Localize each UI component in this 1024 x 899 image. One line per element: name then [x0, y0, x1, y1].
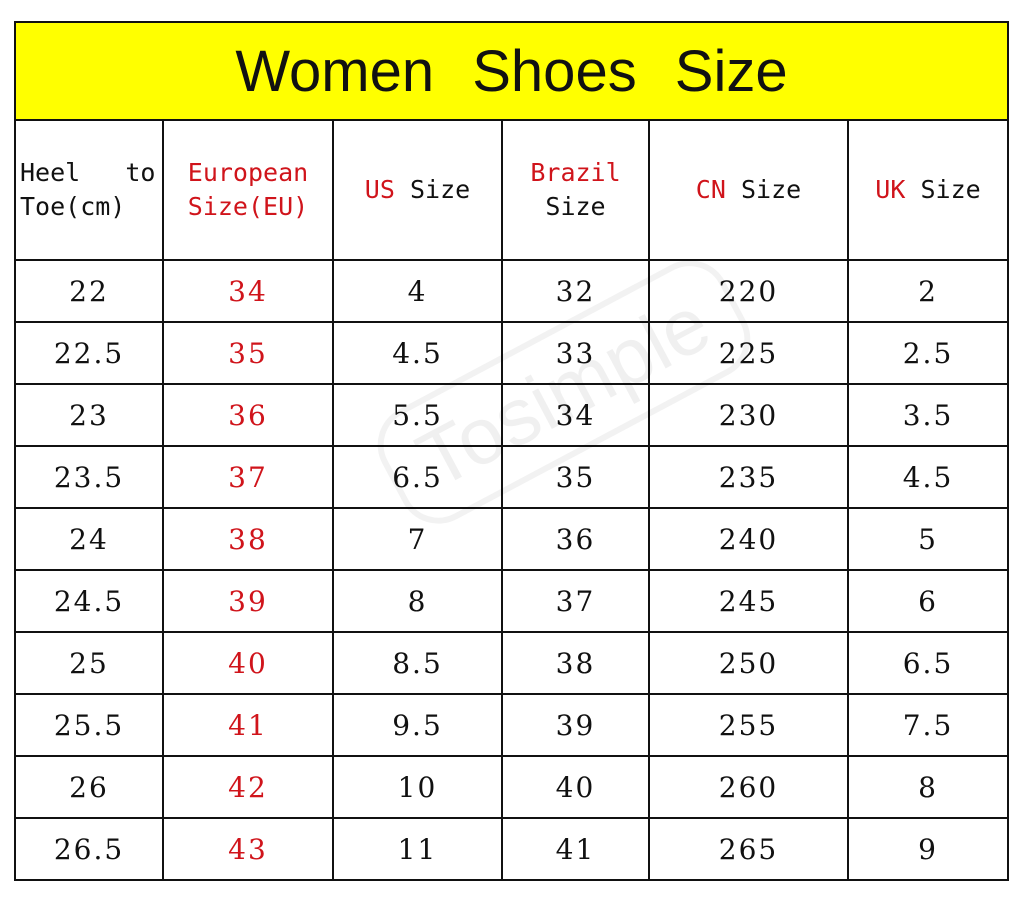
- table-cell: 255: [648, 693, 849, 757]
- table-cell: 23: [14, 383, 164, 447]
- table-cell: 26.5: [14, 817, 164, 881]
- chart-title: Women Shoes Size: [14, 21, 1009, 121]
- table-cell: 42: [162, 755, 334, 819]
- table-cell: 34: [501, 383, 650, 447]
- table-row: 26.5 43 11 41 265 9: [14, 817, 1009, 881]
- header-eu: European Size(EU): [162, 119, 334, 261]
- table-row: 24.5 39 8 37 245 6: [14, 569, 1009, 633]
- table-cell: 39: [162, 569, 334, 633]
- table-cell: 245: [648, 569, 849, 633]
- table-cell: 37: [162, 445, 334, 509]
- table-cell: 2: [847, 259, 1009, 323]
- table-cell: 250: [648, 631, 849, 695]
- table-cell: 35: [501, 445, 650, 509]
- header-text: Size(EU): [187, 192, 309, 221]
- table-cell: 7: [332, 507, 503, 571]
- table-cell: 8: [332, 569, 503, 633]
- table-cell: 25.5: [14, 693, 164, 757]
- table-cell: 6.5: [332, 445, 503, 509]
- table-cell: 9.5: [332, 693, 503, 757]
- table-cell: 34: [162, 259, 334, 323]
- table-cell: 220: [648, 259, 849, 323]
- table-cell: 8.5: [332, 631, 503, 695]
- header-text: Size: [740, 175, 802, 204]
- table-cell: 6.5: [847, 631, 1009, 695]
- table-row: 24 38 7 36 240 5: [14, 507, 1009, 571]
- header-row: Heel to Toe(cm) European Size(EU) US Size …: [14, 119, 1009, 261]
- header-text: Size: [920, 175, 981, 204]
- table-row: 25 40 8.5 38 250 6.5: [14, 631, 1009, 695]
- table-cell: 8: [847, 755, 1009, 819]
- table-cell: 41: [501, 817, 650, 881]
- table-cell: 36: [501, 507, 650, 571]
- table-cell: 4: [332, 259, 503, 323]
- table-cell: 23.5: [14, 445, 164, 509]
- table-cell: 11: [332, 817, 503, 881]
- table-cell: 225: [648, 321, 849, 385]
- table-cell: 265: [648, 817, 849, 881]
- header-text: UK: [875, 175, 906, 204]
- table-row: 26 42 10 40 260 8: [14, 755, 1009, 819]
- table-cell: 40: [162, 631, 334, 695]
- header-text: CN: [695, 175, 726, 204]
- header-text: Heel to: [20, 158, 156, 187]
- table-cell: 39: [501, 693, 650, 757]
- table-cell: 260: [648, 755, 849, 819]
- table-cell: 41: [162, 693, 334, 757]
- table-row: 25.5 41 9.5 39 255 7.5: [14, 693, 1009, 757]
- header-text: US: [364, 175, 395, 204]
- header-us: US Size: [332, 119, 503, 261]
- header-text: Brazil: [530, 158, 621, 187]
- table-cell: 38: [501, 631, 650, 695]
- size-chart: Women Shoes Size Heel to Toe(cm) European…: [14, 21, 1009, 881]
- table-cell: 32: [501, 259, 650, 323]
- table-cell: 37: [501, 569, 650, 633]
- header-text: Toe(cm): [20, 192, 126, 221]
- table-cell: 2.5: [847, 321, 1009, 385]
- table-cell: 40: [501, 755, 650, 819]
- header-brazil: Brazil Size: [501, 119, 650, 261]
- table-cell: 230: [648, 383, 849, 447]
- table-cell: 25: [14, 631, 164, 695]
- table-cell: 7.5: [847, 693, 1009, 757]
- table-cell: 38: [162, 507, 334, 571]
- table-row: 23.5 37 6.5 35 235 4.5: [14, 445, 1009, 509]
- table-cell: 3.5: [847, 383, 1009, 447]
- table-cell: 4.5: [847, 445, 1009, 509]
- table-cell: 9: [847, 817, 1009, 881]
- table-cell: 10: [332, 755, 503, 819]
- table-row: 22.5 35 4.5 33 225 2.5: [14, 321, 1009, 385]
- table-cell: 6: [847, 569, 1009, 633]
- header-text: European: [187, 158, 309, 187]
- table-cell: 26: [14, 755, 164, 819]
- table-cell: 4.5: [332, 321, 503, 385]
- header-text: Size: [409, 175, 471, 204]
- table-cell: 43: [162, 817, 334, 881]
- table-row: 22 34 4 32 220 2: [14, 259, 1009, 323]
- header-uk: UK Size: [847, 119, 1009, 261]
- table-cell: 22: [14, 259, 164, 323]
- table-cell: 33: [501, 321, 650, 385]
- table-cell: 36: [162, 383, 334, 447]
- header-text: Size: [545, 192, 606, 221]
- table-row: 23 36 5.5 34 230 3.5: [14, 383, 1009, 447]
- table-cell: 235: [648, 445, 849, 509]
- table-cell: 35: [162, 321, 334, 385]
- header-cn: CN Size: [648, 119, 849, 261]
- table-cell: 5.5: [332, 383, 503, 447]
- table-cell: 24: [14, 507, 164, 571]
- table-cell: 5: [847, 507, 1009, 571]
- table-cell: 24.5: [14, 569, 164, 633]
- header-heel-to-toe: Heel to Toe(cm): [14, 119, 164, 261]
- table-cell: 22.5: [14, 321, 164, 385]
- size-table: Women Shoes Size Heel to Toe(cm) European…: [14, 21, 1009, 881]
- table-cell: 240: [648, 507, 849, 571]
